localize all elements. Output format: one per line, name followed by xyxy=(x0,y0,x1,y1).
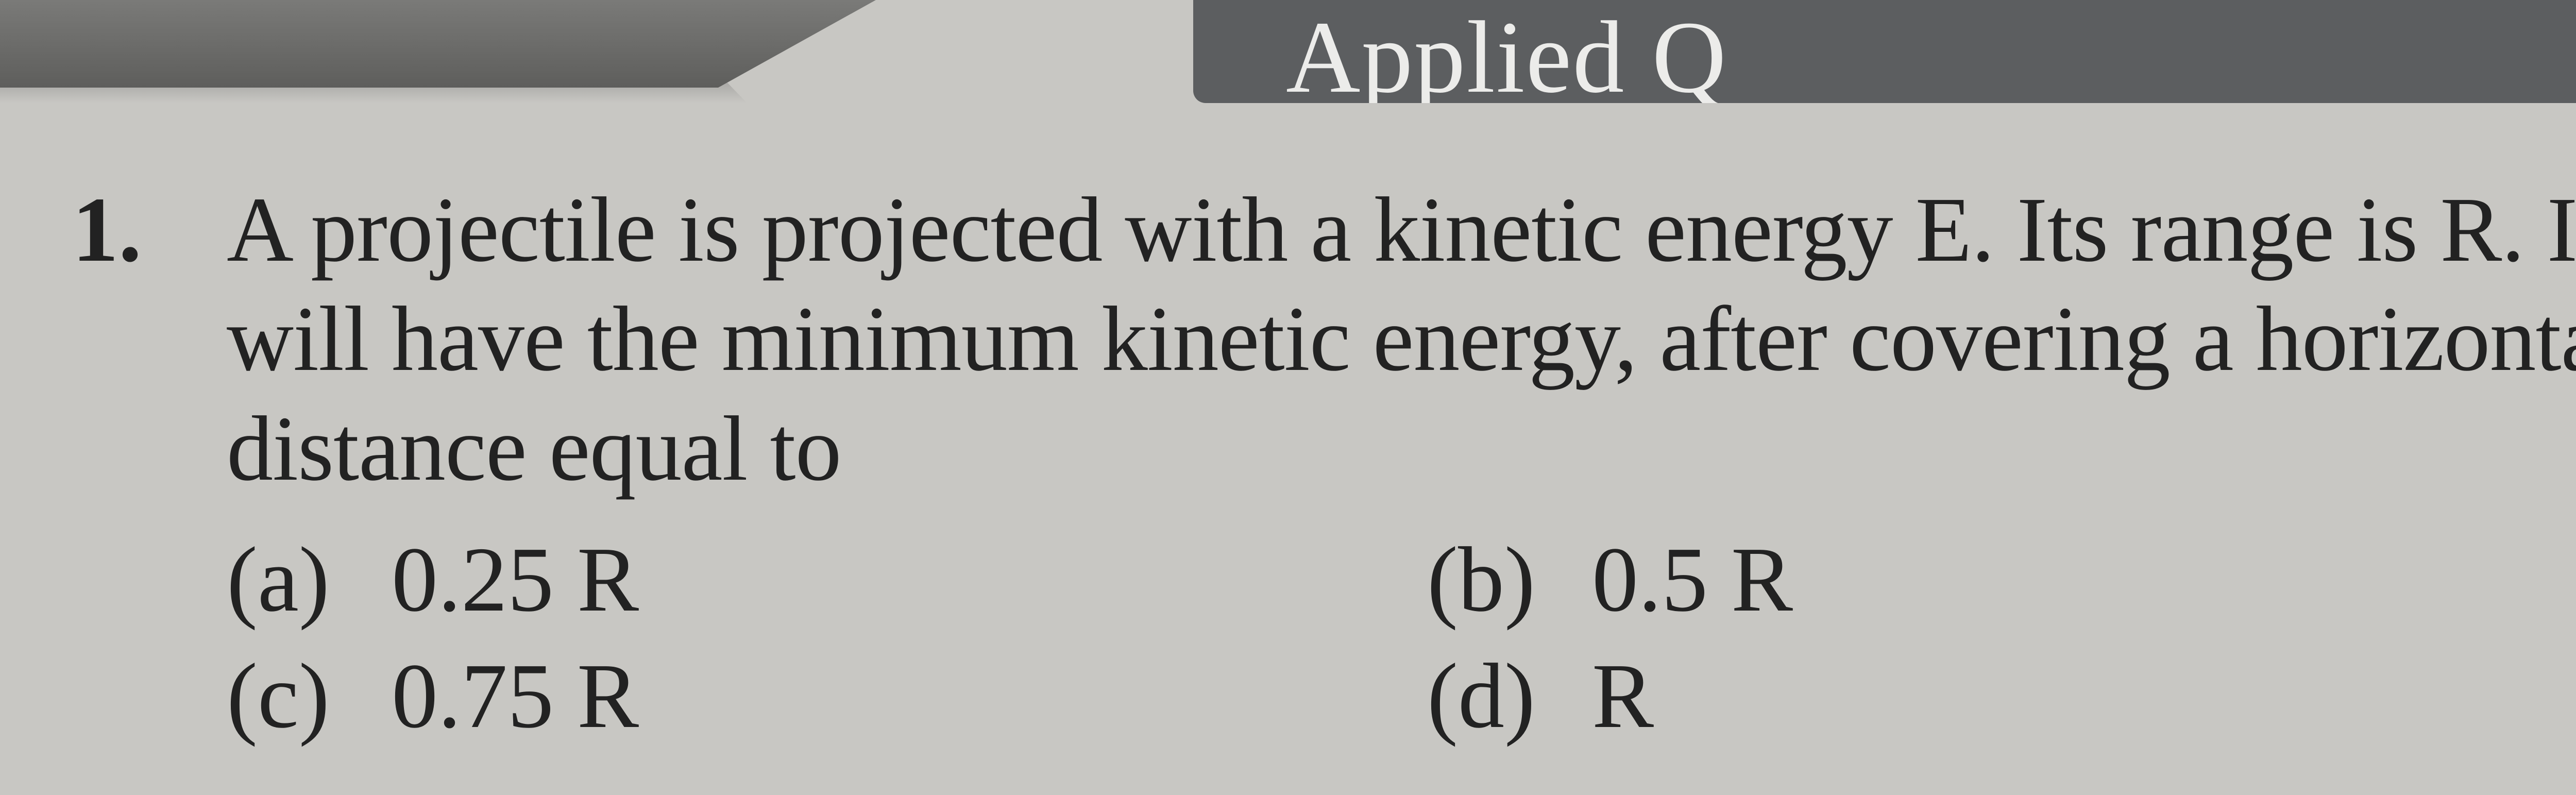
banner-text: Applied Q xyxy=(1286,6,1727,103)
option-label: (b) xyxy=(1427,524,1592,635)
header-banner: Applied Q xyxy=(0,0,2576,134)
banner-left-shape xyxy=(0,0,876,88)
option-value: 0.5 R xyxy=(1592,524,2576,635)
question-number: 1. xyxy=(72,175,227,752)
option-c: (c) 0.75 R xyxy=(227,640,1396,752)
option-value: 0.25 R xyxy=(392,524,1396,635)
options-grid: (a) 0.25 R (b) 0.5 R (c) 0.75 R (d) R xyxy=(227,524,2576,752)
banner-right-box: Applied Q xyxy=(1193,0,2576,103)
option-value: R xyxy=(1592,640,2576,752)
question-content: A projectile is projected with a kinetic… xyxy=(227,175,2576,752)
question-block: 1. A projectile is projected with a kine… xyxy=(72,175,2576,752)
option-label: (d) xyxy=(1427,640,1592,752)
option-b: (b) 0.5 R xyxy=(1427,524,2576,635)
option-a: (a) 0.25 R xyxy=(227,524,1396,635)
question-text: A projectile is projected with a kinetic… xyxy=(227,175,2576,503)
option-value: 0.75 R xyxy=(392,640,1396,752)
option-label: (c) xyxy=(227,640,392,752)
option-label: (a) xyxy=(227,524,392,635)
option-d: (d) R xyxy=(1427,640,2576,752)
